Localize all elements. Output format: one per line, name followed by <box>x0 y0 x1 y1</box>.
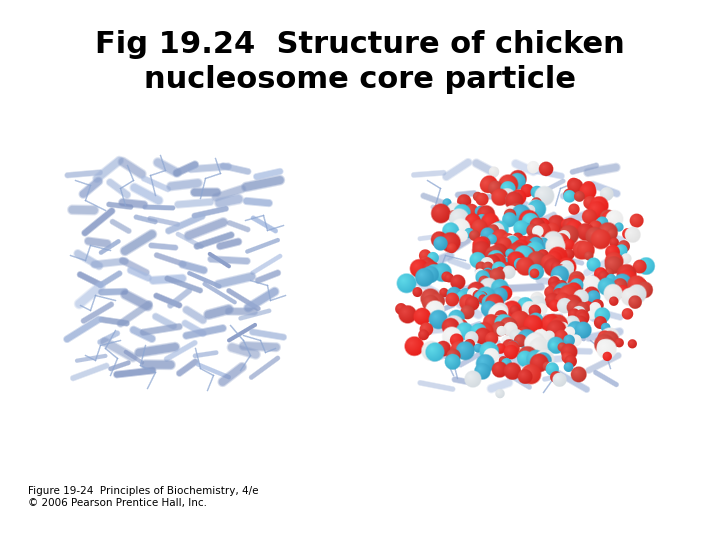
Text: Octamer bound to DNA: Octamer bound to DNA <box>389 125 631 145</box>
Text: Fig 19.24  Structure of chicken
nucleosome core particle: Fig 19.24 Structure of chicken nucleosom… <box>95 30 625 94</box>
Text: Figure 19-24  Principles of Biochemistry, 4/e
© 2006 Pearson Prentice Hall, Inc.: Figure 19-24 Principles of Biochemistry,… <box>28 487 258 508</box>
Text: Histone octame: Histone octame <box>63 125 227 145</box>
